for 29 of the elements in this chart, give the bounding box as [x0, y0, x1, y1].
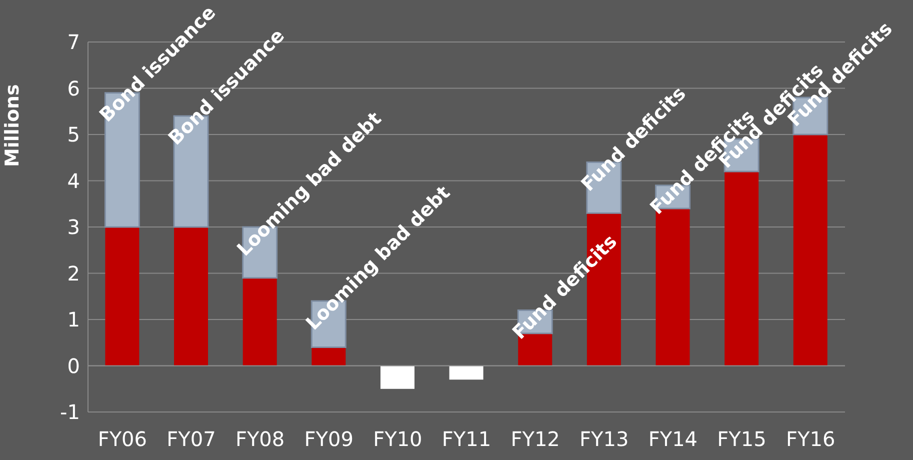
bar: [242, 278, 277, 366]
x-tick-label: FY08: [235, 427, 285, 452]
y-tick-label: 1: [67, 308, 80, 332]
x-tick-label: FY09: [304, 427, 354, 452]
x-tick-label: FY11: [442, 427, 492, 452]
x-tick-label: FY12: [510, 427, 560, 452]
x-tick-label: FY10: [373, 427, 422, 452]
y-tick-label: 0: [67, 354, 80, 378]
bar: [793, 134, 828, 366]
bar: [174, 227, 208, 366]
y-tick-label: 6: [67, 76, 80, 100]
y-tick-label: -1: [60, 400, 80, 424]
x-tick-label: FY13: [580, 427, 629, 452]
bar: [724, 172, 759, 366]
x-tick-label: FY06: [98, 427, 147, 452]
bar: [449, 366, 484, 380]
y-tick-label: 2: [67, 261, 80, 286]
bar: [380, 366, 414, 389]
x-tick-label: FY15: [717, 427, 766, 452]
y-tick-label: 5: [67, 122, 80, 147]
x-tick-label: FY14: [648, 427, 698, 452]
y-axis-title: Millions: [2, 84, 24, 167]
y-tick-label: 3: [67, 215, 80, 240]
bar: [105, 227, 140, 366]
bar: [312, 347, 346, 366]
y-tick-label: 4: [67, 168, 80, 193]
x-tick-label: FY16: [786, 427, 836, 452]
y-tick-label: 7: [67, 30, 80, 54]
x-tick-label: FY07: [166, 427, 216, 452]
